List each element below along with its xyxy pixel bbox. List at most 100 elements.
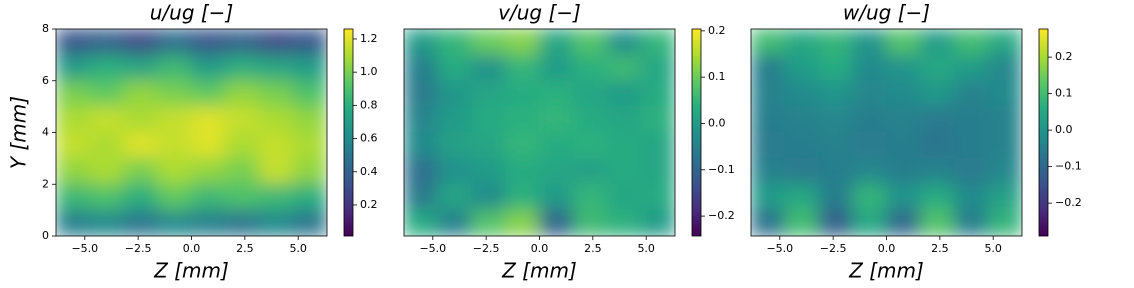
heatmap-cell: [886, 106, 921, 133]
heatmap-cell: [606, 80, 642, 108]
heatmap-cell: [751, 183, 786, 211]
heatmap-cell: [191, 54, 226, 82]
heatmap-cell: [572, 132, 608, 159]
heatmap-cell: [886, 157, 921, 185]
x-tick-label: 5.0: [289, 242, 307, 255]
heatmap-cell: [539, 54, 574, 82]
heatmap-cell: [224, 209, 260, 236]
heatmap-cell: [437, 106, 473, 133]
heatmap-cell: [919, 183, 955, 211]
heatmap-cell: [157, 157, 192, 185]
heatmap-cell: [157, 183, 192, 211]
heatmap-cell: [572, 106, 608, 133]
heatmap-cell: [987, 132, 1022, 159]
heatmap-clip: [751, 29, 1022, 236]
heatmap-cell: [852, 54, 887, 82]
heatmap-cell: [953, 132, 989, 159]
heatmap-cell: [157, 132, 192, 159]
colorbar-tick-label: −0.1: [708, 163, 735, 176]
heatmap-cell: [191, 157, 226, 185]
heatmap-cell: [471, 132, 507, 159]
heatmap-cell: [919, 29, 955, 56]
heatmap-cell: [886, 209, 921, 236]
heatmap-cell: [437, 132, 473, 159]
colorbar-tick-label: 0.2: [1055, 50, 1073, 63]
heatmap-cell: [919, 132, 955, 159]
heatmap-cell: [89, 132, 125, 159]
heatmap-cell: [539, 157, 574, 185]
heatmap-cell: [224, 157, 260, 185]
heatmap-cell: [606, 106, 642, 133]
heatmap-cell: [606, 209, 642, 236]
heatmap-cell: [606, 54, 642, 82]
heatmap-cell: [606, 29, 642, 56]
heatmap-cell: [784, 209, 820, 236]
colorbar-tick-label: 0.2: [708, 24, 726, 37]
heatmap-cell: [157, 54, 192, 82]
heatmap-cell: [404, 106, 439, 133]
heatmap-cell: [123, 54, 159, 82]
heatmap-cell: [505, 157, 540, 185]
colorbar-tick-label: 0.4: [360, 165, 378, 178]
heatmap-cell: [852, 157, 887, 185]
heatmap-cell: [505, 80, 540, 108]
heatmap-cell: [539, 29, 574, 56]
y-tick-label: 8: [42, 22, 49, 35]
heatmap-cell: [640, 29, 675, 56]
heatmap-cell: [292, 209, 327, 236]
heatmap-cell: [886, 54, 921, 82]
heatmap-cell: [224, 183, 260, 211]
y-tick-label: 6: [42, 74, 49, 87]
y-tick-label: 4: [42, 126, 49, 139]
heatmap-cell: [919, 54, 955, 82]
heatmap-cell: [56, 209, 91, 236]
heatmap-cell: [404, 209, 439, 236]
heatmap: [56, 29, 327, 236]
heatmap-cell: [404, 183, 439, 211]
heatmap-cell: [572, 29, 608, 56]
heatmap-cell: [56, 54, 91, 82]
heatmap-cell: [123, 106, 159, 133]
heatmap-cell: [818, 29, 854, 56]
x-axis-label: Z [mm]: [848, 259, 924, 283]
colorbar: [343, 28, 354, 237]
x-tick-label: 0.0: [183, 242, 201, 255]
heatmap: [751, 29, 1022, 236]
heatmap-cell: [404, 80, 439, 108]
colorbar-tick-label: 1.2: [360, 32, 378, 45]
heatmap-cell: [987, 29, 1022, 56]
x-tick-label: 2.5: [931, 242, 949, 255]
heatmap-cell: [640, 106, 675, 133]
heatmap-cell: [191, 132, 226, 159]
heatmap-cell: [437, 29, 473, 56]
heatmap-cell: [224, 106, 260, 133]
colorbar: [1038, 28, 1049, 237]
heatmap-cell: [89, 80, 125, 108]
heatmap-cell: [751, 106, 786, 133]
heatmap-cell: [191, 209, 226, 236]
heatmap-cell: [751, 80, 786, 108]
heatmap-cell: [751, 157, 786, 185]
heatmap-cell: [471, 29, 507, 56]
heatmap-cell: [404, 157, 439, 185]
colorbar-tick-label: −0.2: [708, 209, 735, 222]
heatmap-cell: [751, 132, 786, 159]
x-tick-label: 2.5: [236, 242, 254, 255]
heatmap-cell: [987, 209, 1022, 236]
heatmap-cell: [224, 54, 260, 82]
heatmap-cell: [886, 183, 921, 211]
heatmap-cell: [404, 54, 439, 82]
heatmap-cell: [539, 209, 574, 236]
heatmap-cell: [224, 132, 260, 159]
heatmap-cell: [505, 132, 540, 159]
x-axis-label: Z [mm]: [153, 259, 229, 283]
heatmap-cell: [886, 29, 921, 56]
heatmap-cell: [640, 80, 675, 108]
heatmap-cell: [471, 157, 507, 185]
colorbar-tick-label: 0.0: [1055, 123, 1073, 136]
heatmap-cell: [784, 54, 820, 82]
heatmap-cell: [919, 106, 955, 133]
heatmap-cell: [852, 106, 887, 133]
heatmap-cell: [572, 183, 608, 211]
heatmap-cell: [157, 209, 192, 236]
